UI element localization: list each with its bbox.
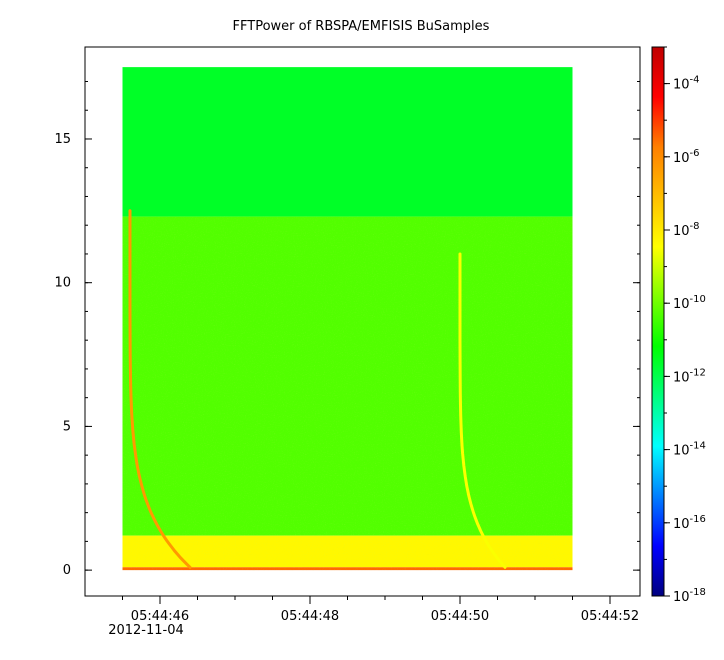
colorbar-tick-label: 10-18 xyxy=(673,587,706,605)
colorbar-tick-label: 10-10 xyxy=(673,294,706,312)
spectrogram-band xyxy=(122,67,573,217)
whistler-trace xyxy=(128,209,192,569)
x-tick-date-label: 2012-11-04 xyxy=(108,623,184,638)
colorbar-tick-label: 10-6 xyxy=(673,148,700,166)
x-tick-label: 05:44:52 xyxy=(581,609,639,624)
spectrogram-image xyxy=(122,67,573,571)
colorbar-frame xyxy=(651,46,665,597)
y-tick-label: 5 xyxy=(63,419,71,434)
y-tick-label: 15 xyxy=(54,132,71,147)
colorbar-tick-label: 10-4 xyxy=(673,75,700,93)
chart-title: FFTPower of RBSPA/EMFISIS BuSamples xyxy=(233,19,490,34)
whistler-trace xyxy=(458,252,507,569)
y-tick-label: 0 xyxy=(63,563,71,578)
colorbar-tick-label: 10-12 xyxy=(673,367,706,385)
plot-frame xyxy=(84,46,641,597)
x-tick-label: 05:44:50 xyxy=(431,609,489,624)
x-tick-label: 05:44:46 xyxy=(131,609,189,624)
x-tick-label: 05:44:48 xyxy=(281,609,339,624)
colorbar-tick-label: 10-8 xyxy=(673,221,700,239)
y-tick-label: 10 xyxy=(54,276,71,291)
spectrogram-texture xyxy=(122,216,573,571)
colorbar-gradient xyxy=(652,47,664,596)
colorbar-tick-label: 10-16 xyxy=(673,514,706,532)
colorbar-tick-label: 10-14 xyxy=(673,441,706,459)
